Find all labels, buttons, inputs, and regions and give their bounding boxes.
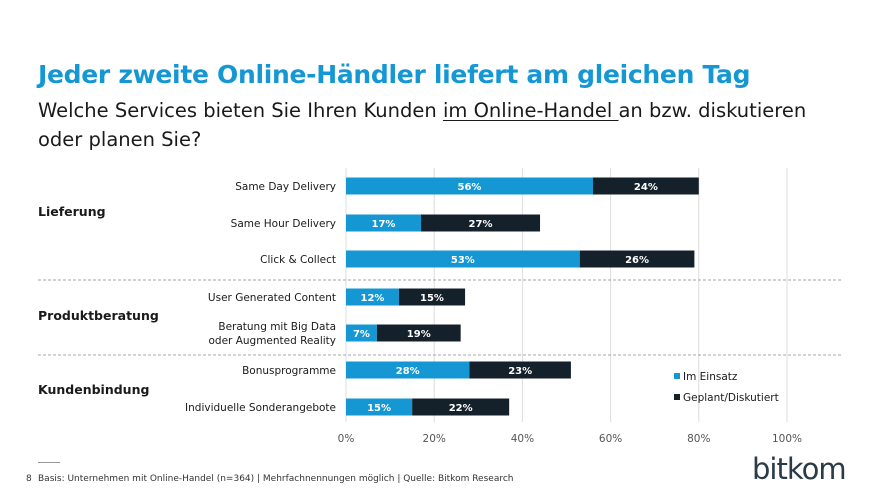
category-label: Bonusprogramme	[242, 365, 336, 377]
legend-label: Im Einsatz	[683, 371, 738, 383]
x-tick-label: 0%	[338, 433, 355, 445]
chart-subtitle: Welche Services bieten Sie Ihren Kunden …	[38, 96, 838, 154]
data-label: 23%	[508, 366, 532, 377]
bitkom-logo: bitkom	[752, 452, 847, 486]
data-label: 17%	[372, 219, 396, 230]
data-label: 12%	[360, 293, 384, 304]
bar-geplant-diskutiert	[376, 324, 461, 342]
data-label: 7%	[353, 329, 370, 340]
x-tick-label: 20%	[423, 433, 446, 445]
x-tick-label: 40%	[511, 433, 534, 445]
subtitle-text-end: an bzw. diskutieren oder planen Sie?	[38, 99, 807, 151]
data-label: 28%	[396, 366, 420, 377]
bar-im-einsatz	[346, 214, 421, 232]
bar-geplant-diskutiert	[592, 177, 699, 195]
data-label: 24%	[634, 182, 658, 193]
bar-im-einsatz	[346, 250, 580, 268]
category-label: Same Day Delivery	[235, 181, 336, 193]
category-label: Individuelle Sonderangebote	[185, 402, 336, 414]
bar-im-einsatz	[346, 324, 377, 342]
data-label: 56%	[458, 182, 482, 193]
bar-im-einsatz	[346, 288, 399, 306]
data-label: 22%	[449, 403, 473, 414]
group-label: Kundenbindung	[38, 382, 149, 397]
bar-im-einsatz	[346, 398, 413, 416]
data-label: 19%	[407, 329, 431, 340]
bar-geplant-diskutiert	[420, 214, 541, 232]
legend-swatch	[674, 394, 680, 400]
bar-geplant-diskutiert	[579, 250, 695, 268]
chart-title: Jeder zweite Online-Händler liefert am g…	[38, 60, 751, 89]
subtitle-text-start: Welche Services bieten Sie Ihren Kunden	[38, 99, 443, 122]
x-tick-label: 80%	[687, 433, 710, 445]
data-label: 15%	[420, 293, 444, 304]
category-label: oder Augmented Reality	[208, 335, 336, 347]
group-label: Lieferung	[38, 204, 106, 219]
bar-geplant-diskutiert	[469, 361, 571, 379]
legend-label: Geplant/Diskutiert	[683, 392, 779, 404]
bar-geplant-diskutiert	[412, 398, 510, 416]
x-tick-label: 100%	[772, 433, 802, 445]
bar-im-einsatz	[346, 361, 470, 379]
category-label: Click & Collect	[260, 254, 336, 266]
category-label: Beratung mit Big Data	[218, 321, 336, 333]
data-label: 53%	[451, 255, 475, 266]
data-label: 26%	[625, 255, 649, 266]
subtitle-underlined-text: im Online-Handel	[442, 99, 619, 122]
data-label: 15%	[367, 403, 391, 414]
footer-divider	[38, 462, 60, 463]
category-label: Same Hour Delivery	[231, 218, 336, 230]
legend-swatch	[674, 373, 680, 379]
bar-geplant-diskutiert	[398, 288, 466, 306]
group-label: Produktberatung	[38, 308, 159, 323]
logo-text: bitkom	[752, 452, 847, 486]
page-number: 8	[26, 474, 32, 484]
data-label: 27%	[469, 219, 493, 230]
category-label: User Generated Content	[208, 292, 336, 304]
bar-im-einsatz	[346, 177, 593, 195]
source-note: Basis: Unternehmen mit Online-Handel (n=…	[38, 474, 514, 484]
x-tick-label: 60%	[599, 433, 622, 445]
